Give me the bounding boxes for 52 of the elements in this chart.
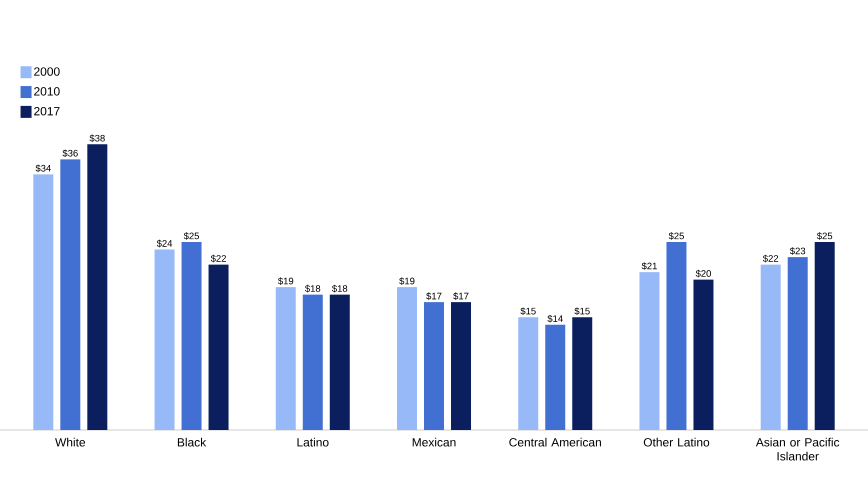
x-tick-label: Latino [297,438,329,447]
data-label: $22 [210,254,226,262]
bar [572,317,592,430]
data-label: $38 [90,134,105,142]
data-label: $17 [426,292,442,300]
bar [33,174,54,430]
bar [302,294,323,430]
legend-label: 2000 [34,67,60,76]
x-tick-label: White [55,438,86,447]
bar [693,280,714,430]
data-label: $17 [453,292,468,300]
bar [208,264,229,430]
bar [639,272,660,430]
data-label: $18 [332,284,348,292]
data-label: $25 [668,232,684,240]
bar [814,242,835,430]
x-tick-label: Mexican [412,438,456,447]
data-label: $34 [36,164,51,172]
data-label: $36 [62,149,78,158]
bar [545,324,566,430]
legend-label: 2017 [34,106,60,116]
data-label: $22 [762,254,778,262]
bar [182,242,202,430]
x-tick-label: Other Latino [644,438,710,447]
bar [760,264,781,430]
data-label: $18 [304,284,320,292]
data-label: $15 [520,307,536,316]
data-label: $25 [184,232,200,240]
x-tick-label: Asian or Pacific Islander [756,438,840,460]
data-label: $15 [574,307,590,316]
data-label: $21 [642,262,657,270]
bar [451,302,472,430]
x-tick-label: Black [178,438,206,447]
data-label: $19 [278,277,294,285]
bar [424,302,444,430]
x-tick-label: Central American [509,438,601,447]
data-label: $14 [547,314,563,323]
bar [276,287,296,430]
legend-label: 2010 [34,87,60,96]
data-label: $20 [696,270,711,278]
bar [397,287,418,430]
data-label: $25 [816,232,832,240]
bar [60,159,80,430]
bar [788,257,808,430]
bar [666,242,686,430]
bar [330,294,350,430]
data-label: $23 [790,247,806,255]
data-label: $19 [399,277,414,285]
bar [87,144,108,430]
bar [154,250,175,430]
data-label: $24 [156,240,172,248]
bar [518,317,538,430]
